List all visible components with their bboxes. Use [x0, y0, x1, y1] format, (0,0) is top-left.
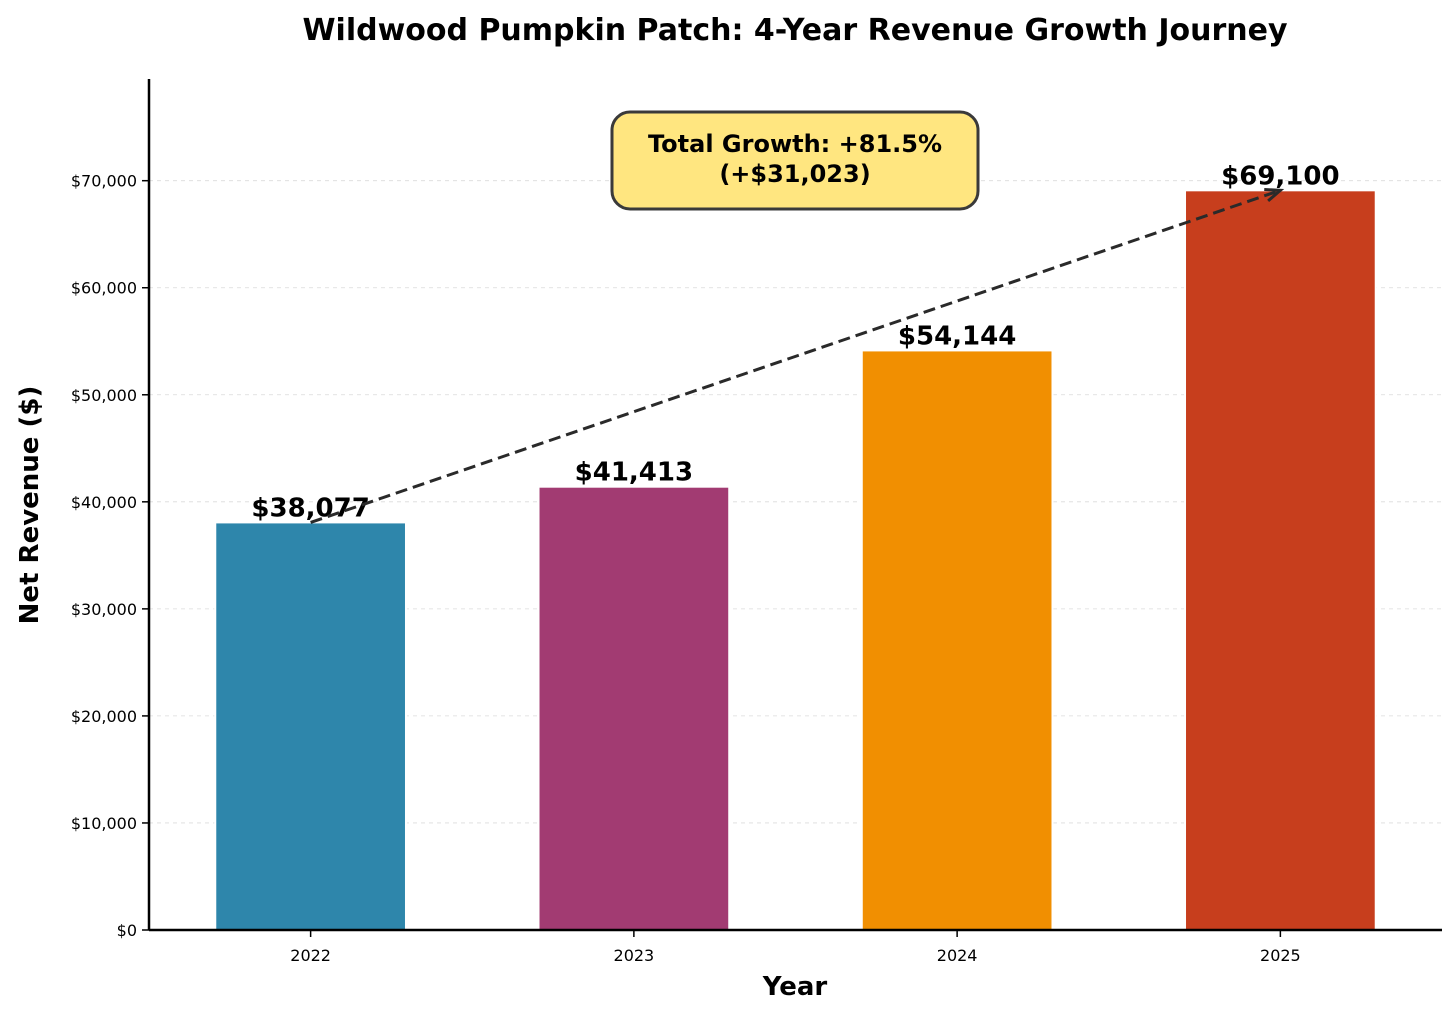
value-label-2024: $54,144: [898, 321, 1016, 351]
trend-arrow-head: [1264, 188, 1285, 202]
x-axis-title: Year: [762, 972, 828, 1002]
y-tick-label: $40,000: [71, 493, 137, 512]
value-label-2025: $69,100: [1221, 161, 1339, 191]
y-tick-label: $60,000: [71, 279, 137, 298]
x-tick-label-2022: 2022: [290, 946, 331, 965]
bars-layer: [214, 189, 1377, 931]
growth-annotation-line2: (+$31,023): [719, 160, 870, 188]
y-tick-label: $10,000: [71, 814, 137, 833]
trend-arrow-layer: [310, 188, 1285, 524]
value-label-2023: $41,413: [575, 458, 693, 488]
bar-2025: [1184, 189, 1377, 931]
bar-2022: [214, 521, 407, 931]
bar-2023: [537, 485, 731, 931]
labels-layer: $38,077$41,413$54,144$69,100: [251, 161, 1339, 523]
y-tick-label: $0: [117, 921, 137, 940]
chart-title: Wildwood Pumpkin Patch: 4-Year Revenue G…: [302, 13, 1288, 48]
x-tick-label-2024: 2024: [937, 946, 978, 965]
trend-arrow-line: [310, 188, 1281, 524]
y-tick-label: $20,000: [71, 707, 137, 726]
axes-layer: $0 $10,000 $20,000 $30,000 $40,000 $50,000 $60…: [71, 79, 1442, 965]
y-axis-title: Net Revenue ($): [15, 386, 45, 625]
y-tick-label: $30,000: [71, 600, 137, 619]
growth-annotation-line1: Total Growth: +81.5%: [648, 130, 942, 158]
bar-2024: [860, 349, 1054, 931]
y-tick-label: $50,000: [71, 386, 137, 405]
x-tick-label-2025: 2025: [1260, 946, 1301, 965]
x-tick-label-2023: 2023: [614, 946, 655, 965]
growth-annotation: Total Growth: +81.5%(+$31,023): [610, 110, 980, 211]
growth-annotation-box: [610, 110, 980, 211]
y-tick-label: $70,000: [71, 172, 137, 191]
